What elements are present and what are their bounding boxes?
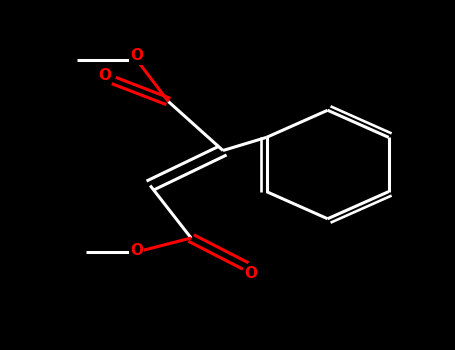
- Text: O: O: [130, 243, 143, 258]
- Text: O: O: [98, 68, 111, 83]
- Text: O: O: [244, 266, 257, 280]
- Text: O: O: [130, 49, 143, 63]
